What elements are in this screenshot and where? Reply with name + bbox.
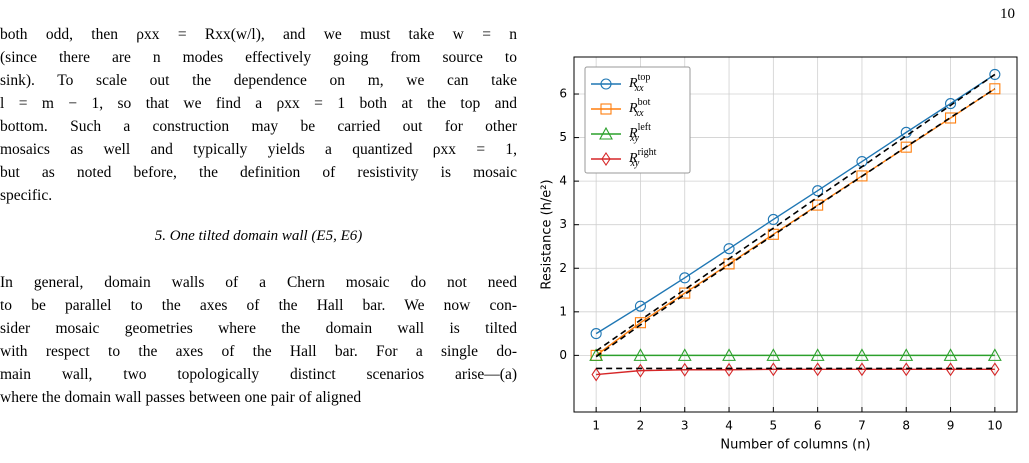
legend-label-part: right [638, 147, 657, 158]
marker [944, 98, 957, 110]
marker [812, 199, 824, 211]
marker [600, 78, 612, 90]
text-line: sider mosaic geometries where the domain… [0, 320, 517, 337]
x-axis-label: Number of columns (n) [720, 438, 870, 453]
y-tick-label: 2 [559, 261, 567, 275]
marker [599, 126, 613, 140]
text-line: l = m − 1, so that we find a ρxx = 1 bot… [0, 95, 517, 112]
legend-label-part: bot [638, 97, 651, 108]
legend-label: Rbot xx [628, 97, 651, 119]
legend-label: Rright xy [628, 147, 657, 169]
y-tick-label: 4 [559, 174, 567, 188]
series-line [596, 368, 995, 376]
marker [601, 152, 611, 166]
marker [634, 317, 647, 329]
marker [812, 185, 824, 197]
marker [722, 348, 736, 361]
legend-box [584, 66, 691, 174]
text-line: In general, domain walls of a Chern mosa… [0, 274, 517, 291]
text-line: bottom. Such a construction may be carri… [0, 118, 517, 135]
marker [679, 272, 691, 284]
text-line: where the domain wall passes between one… [0, 389, 362, 406]
marker [768, 362, 779, 377]
marker [900, 141, 912, 153]
marker [944, 112, 957, 124]
marker [945, 362, 956, 377]
x-tick-label: 4 [725, 419, 733, 433]
legend-label-part: xy [629, 133, 639, 144]
legend-label-part: xx [634, 108, 644, 119]
marker [723, 243, 735, 255]
marker [856, 170, 868, 182]
marker [600, 103, 612, 115]
text-line: specific. [0, 187, 53, 204]
text-line: mosaics as well and typically yields a q… [0, 141, 517, 158]
marker [901, 362, 911, 377]
marker [677, 348, 692, 361]
y-tick-label: 1 [559, 304, 567, 318]
marker [857, 362, 867, 377]
marker [590, 328, 602, 340]
legend-label: Rleft xy [628, 122, 651, 144]
legend-label-part: R [628, 76, 638, 91]
x-tick-label: 5 [770, 419, 778, 433]
legend-label-part: R [628, 101, 638, 116]
section-heading: 5. One tilted domain wall (E5, E6) [154, 228, 363, 244]
text-line: (since there are n modes effectively goi… [0, 49, 517, 66]
marker [943, 348, 958, 361]
legend-label-part: xy [629, 158, 639, 169]
legend-label-part: left [638, 122, 652, 133]
legend-label-part: xx [634, 83, 644, 94]
marker [989, 68, 1001, 80]
x-tick-label: 3 [681, 419, 689, 433]
fit-line [595, 73, 996, 352]
marker [767, 213, 779, 226]
plot-frame [573, 56, 1018, 413]
x-tick-label: 1 [592, 419, 600, 433]
page-number: 10 [1000, 6, 1015, 22]
text-line: but as noted before, the definition of r… [0, 164, 517, 181]
marker [989, 83, 1001, 95]
series-line [595, 73, 996, 335]
fit-line [595, 88, 996, 358]
x-tick-label: 6 [814, 419, 822, 433]
x-tick-label: 7 [858, 419, 866, 433]
x-tick-label: 10 [987, 419, 1002, 433]
legend-label-part: top [638, 72, 651, 83]
marker [767, 228, 779, 240]
x-tick-label: 2 [637, 419, 645, 433]
marker [591, 367, 601, 382]
x-tick-label: 8 [902, 419, 910, 433]
legend-label-part: R [628, 126, 638, 141]
marker [633, 348, 648, 361]
text-line: main wall, two topologically distinct sc… [0, 366, 517, 383]
text-line: with respect to the axes of the Hall bar… [0, 343, 517, 360]
y-tick-label: 6 [559, 87, 567, 101]
text-line: both odd, then ρxx = Rxx(w/l), and we mu… [0, 26, 517, 43]
marker [812, 362, 823, 377]
y-tick-label: 3 [559, 217, 567, 231]
marker [990, 362, 1000, 377]
legend-label-part: R [628, 151, 638, 166]
marker [810, 348, 825, 361]
y-tick-label: 0 [559, 348, 567, 362]
marker [899, 348, 914, 361]
x-tick-label: 9 [947, 419, 955, 433]
marker [634, 300, 647, 312]
legend-label: Rtop xx [628, 72, 650, 94]
text-line: sink). To scale out the dependence on m,… [0, 72, 517, 89]
y-axis-label: Resistance (h/e²) [540, 179, 555, 289]
y-tick-label: 5 [559, 130, 567, 144]
marker [987, 348, 1002, 361]
text-line: to be parallel to the axes of the Hall b… [0, 297, 517, 314]
marker [766, 348, 781, 361]
marker [855, 348, 869, 361]
